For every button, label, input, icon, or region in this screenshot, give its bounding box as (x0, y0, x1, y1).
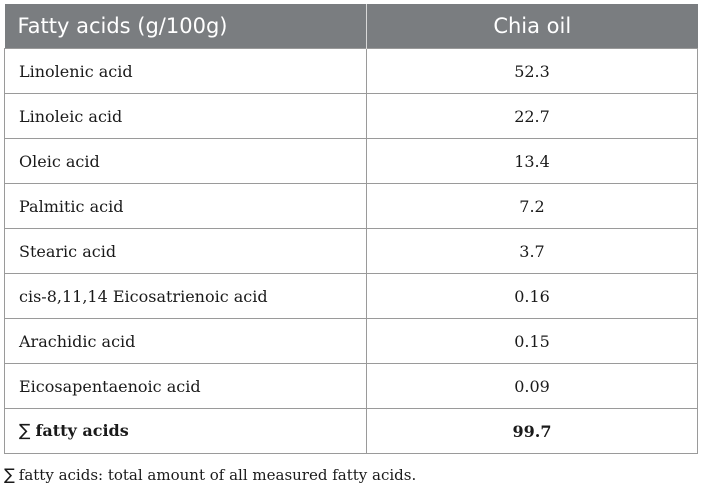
row-name: Oleic acid (4, 138, 367, 184)
total-value: 99.7 (366, 408, 698, 454)
total-name: fatty acids (35, 421, 129, 440)
header-chia-oil: Chia oil (366, 4, 698, 49)
footnote-text: fatty acids: total amount of all measure… (18, 466, 417, 484)
row-name: Stearic acid (4, 228, 367, 274)
row-value: 3.7 (366, 228, 698, 274)
header-row: Fatty acids (g/100g) Chia oil (4, 4, 698, 49)
row-name: Palmitic acid (4, 183, 367, 229)
footnote-sum-symbol: ∑ (4, 465, 15, 484)
row-name: Arachidic acid (4, 318, 367, 364)
row-value: 7.2 (366, 183, 698, 229)
row-name: Linoleic acid (4, 93, 367, 139)
fatty-acid-table: Fatty acids (g/100g) Chia oil Linolenic … (4, 4, 698, 454)
table-row: Linoleic acid 22.7 (4, 93, 698, 139)
table-row: Palmitic acid 7.2 (4, 183, 698, 229)
row-name: cis-8,11,14 Eicosatrienoic acid (4, 273, 367, 319)
row-value: 0.15 (366, 318, 698, 364)
row-value: 0.09 (366, 363, 698, 409)
table-row: Stearic acid 3.7 (4, 228, 698, 274)
row-value: 22.7 (366, 93, 698, 139)
table-row: Eicosapentaenoic acid 0.09 (4, 363, 698, 409)
row-name: Eicosapentaenoic acid (4, 363, 367, 409)
table-row: Oleic acid 13.4 (4, 138, 698, 184)
row-value: 52.3 (366, 48, 698, 94)
row-name: Linolenic acid (4, 48, 367, 94)
table-row: Arachidic acid 0.15 (4, 318, 698, 364)
table-footnote: ∑ fatty acids: total amount of all measur… (4, 465, 416, 484)
row-value: 0.16 (366, 273, 698, 319)
row-value: 13.4 (366, 138, 698, 184)
total-row: ∑ fatty acids 99.7 (4, 408, 698, 454)
table-row: cis-8,11,14 Eicosatrienoic acid 0.16 (4, 273, 698, 319)
table-row: Linolenic acid 52.3 (4, 48, 698, 94)
sum-symbol: ∑ (19, 421, 31, 441)
header-fatty-acids: Fatty acids (g/100g) (4, 4, 367, 49)
total-label: ∑ fatty acids (4, 408, 367, 454)
fatty-acid-table-container: Fatty acids (g/100g) Chia oil Linolenic … (4, 4, 698, 454)
